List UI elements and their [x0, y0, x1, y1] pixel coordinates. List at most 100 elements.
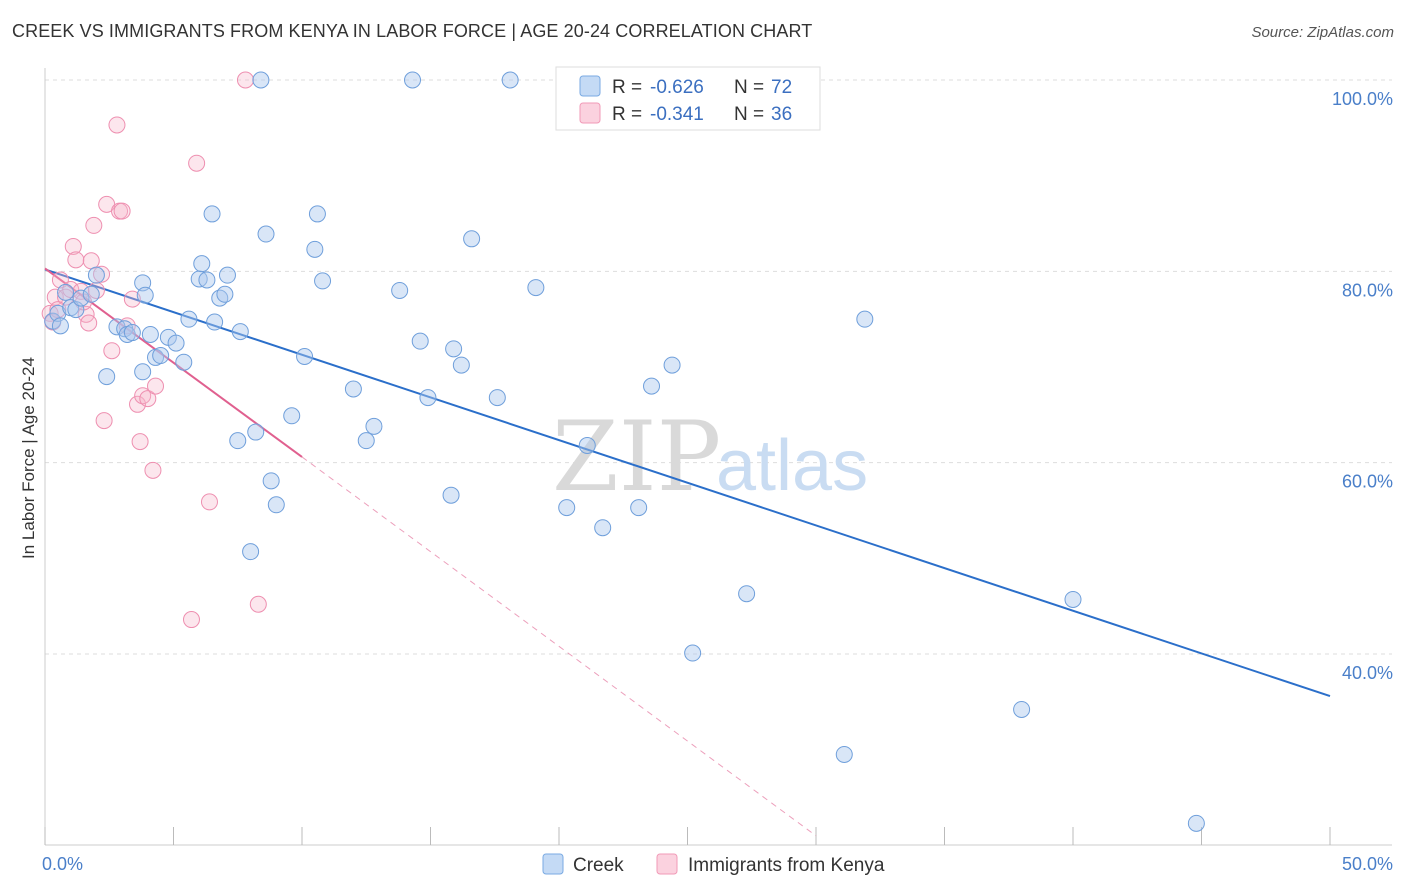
- point-creek: [152, 347, 170, 365]
- legend-r-label-creek: R =: [612, 77, 642, 98]
- grid-lines: [45, 79, 1392, 655]
- x-tick-labels: 0.0% 50.0%: [42, 854, 1393, 874]
- legend-bottom: Creek Immigrants from Kenya: [542, 853, 885, 876]
- legend-r-label-kenya: R =: [612, 104, 642, 125]
- watermark: ZIP atlas: [552, 401, 868, 513]
- point-creek: [578, 436, 596, 454]
- chart-title: CREEK VS IMMIGRANTS FROM KENYA IN LABOR …: [12, 21, 813, 41]
- point-kenya: [147, 377, 165, 395]
- point-creek: [262, 472, 280, 490]
- point-kenya: [72, 282, 90, 300]
- watermark-atlas: atlas: [716, 426, 868, 506]
- point-creek: [445, 340, 463, 358]
- point-creek: [175, 353, 193, 371]
- point-kenya: [144, 461, 162, 479]
- x-tick-label: 50.0%: [1342, 854, 1393, 874]
- point-creek: [136, 286, 154, 304]
- point-creek: [218, 266, 236, 284]
- point-creek: [308, 205, 326, 223]
- point-creek: [463, 230, 481, 248]
- point-creek: [594, 519, 612, 537]
- point-creek: [488, 389, 506, 407]
- point-creek: [452, 356, 470, 374]
- bottom-legend-swatch-kenya: [656, 853, 678, 875]
- point-creek: [267, 496, 285, 514]
- legend-r-value-creek: -0.626: [650, 77, 704, 98]
- point-creek: [216, 285, 234, 303]
- point-kenya: [108, 116, 126, 134]
- bottom-legend-label-kenya: Immigrants from Kenya: [688, 855, 885, 876]
- point-creek: [1013, 700, 1031, 718]
- point-creek: [57, 283, 75, 301]
- trend-lines: [44, 267, 1331, 837]
- point-kenya: [67, 251, 85, 269]
- y-tick-label: 100.0%: [1332, 89, 1393, 109]
- point-kenya: [113, 202, 131, 220]
- point-kenya: [103, 342, 121, 360]
- point-kenya: [249, 595, 267, 613]
- legend-top: R = -0.626 N = 72 R = -0.341 N = 36: [555, 66, 821, 131]
- bottom-legend-swatch-creek: [542, 853, 564, 875]
- point-creek: [123, 324, 141, 342]
- point-creek: [203, 205, 221, 223]
- point-creek: [558, 499, 576, 517]
- point-creek: [835, 745, 853, 763]
- point-creek: [206, 313, 224, 331]
- point-creek: [141, 325, 159, 343]
- point-kenya: [139, 390, 157, 408]
- y-tick-label: 40.0%: [1342, 663, 1393, 683]
- axes: [44, 68, 1392, 846]
- data-points: [41, 71, 1205, 832]
- chart-source: Source: ZipAtlas.com: [1251, 24, 1394, 41]
- point-creek: [242, 543, 260, 561]
- point-kenya: [129, 395, 147, 413]
- y-tick-label: 60.0%: [1342, 472, 1393, 492]
- point-kenya: [85, 216, 103, 234]
- point-creek: [134, 363, 152, 381]
- point-kenya: [82, 252, 100, 270]
- point-creek: [252, 71, 270, 89]
- trend-line-creek: [44, 268, 1331, 698]
- point-kenya: [123, 290, 141, 308]
- point-creek: [527, 279, 545, 297]
- point-kenya: [80, 314, 98, 332]
- x-tick-label: 0.0%: [42, 854, 83, 874]
- point-creek: [630, 499, 648, 517]
- point-creek: [501, 71, 519, 89]
- point-creek: [442, 486, 460, 504]
- point-kenya: [93, 265, 111, 283]
- point-kenya: [64, 237, 82, 255]
- point-creek: [229, 432, 247, 450]
- point-creek: [1064, 590, 1082, 608]
- point-creek: [357, 432, 375, 450]
- point-creek: [404, 71, 422, 89]
- legend-swatch-creek: [579, 75, 601, 97]
- point-creek: [98, 368, 116, 386]
- point-creek: [193, 255, 211, 273]
- point-kenya: [95, 412, 113, 430]
- trend-line-kenya: [44, 267, 303, 458]
- point-kenya: [134, 387, 152, 405]
- point-creek: [296, 347, 314, 365]
- point-creek: [247, 423, 265, 441]
- point-kenya: [200, 493, 218, 511]
- point-creek: [51, 317, 69, 335]
- point-creek: [180, 310, 198, 328]
- legend-n-label-creek: N =: [734, 77, 764, 98]
- point-creek: [365, 417, 383, 435]
- y-tick-labels: 100.0% 80.0% 60.0% 40.0%: [1332, 89, 1393, 683]
- point-creek: [684, 644, 702, 662]
- point-kenya: [131, 433, 149, 451]
- legend-swatch-kenya: [579, 102, 601, 124]
- point-kenya: [188, 154, 206, 172]
- legend-r-value-kenya: -0.341: [650, 104, 704, 125]
- y-tick-label: 80.0%: [1342, 280, 1393, 300]
- point-creek: [87, 266, 105, 284]
- point-creek: [643, 377, 661, 395]
- point-creek: [411, 332, 429, 350]
- point-creek: [72, 289, 90, 307]
- legend-n-label-kenya: N =: [734, 104, 764, 125]
- point-creek: [344, 380, 362, 398]
- point-creek: [306, 240, 324, 258]
